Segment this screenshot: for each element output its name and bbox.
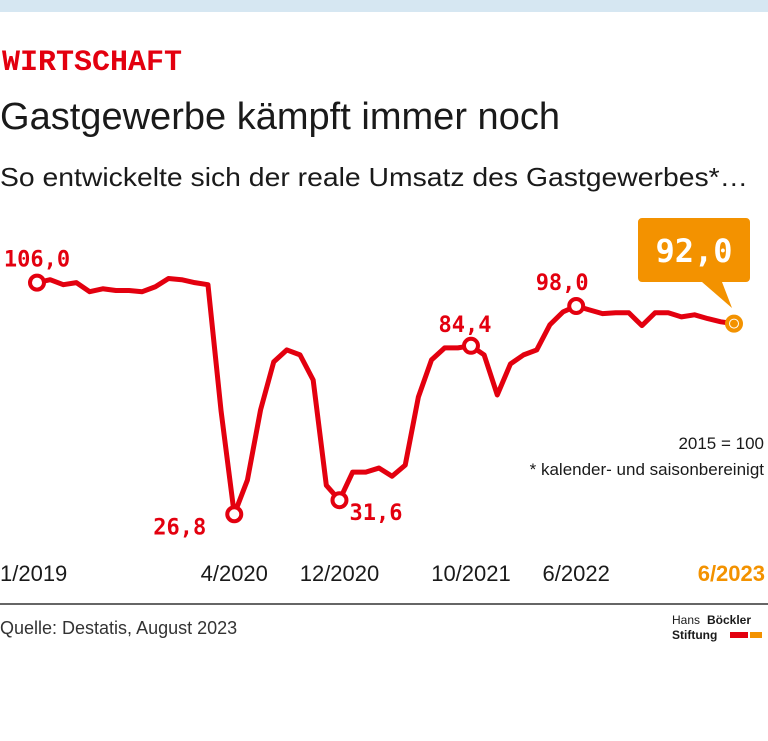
source: Quelle: Destatis, August 2023 [0, 618, 237, 638]
value-label: 84,4 [438, 313, 491, 338]
top-band [0, 0, 768, 12]
value-label: 92,0 [655, 232, 732, 270]
series-line [36, 276, 735, 517]
logo-mark [730, 632, 748, 638]
point [330, 491, 349, 510]
point [461, 336, 480, 355]
chart-title: Gastgewerbe kämpft immer noch [0, 96, 560, 138]
point [28, 273, 46, 292]
x-tick-label: 6/2023 [698, 561, 765, 586]
x-tick-label: 12/2020 [300, 561, 380, 586]
note: * kalender- und saisonbereinigt [530, 460, 765, 479]
callout [638, 218, 750, 308]
note: 2015 = 100 [678, 434, 764, 453]
logo-mark [750, 632, 762, 638]
x-tick-label: 1/2019 [0, 561, 67, 586]
value-label: 106,0 [4, 248, 70, 273]
value-label: 26,8 [153, 515, 206, 540]
logo-text: Hans [672, 613, 700, 627]
kicker: WIRTSCHAFT [2, 46, 182, 80]
logo-text: Stiftung [672, 628, 717, 642]
x-tick-label: 4/2020 [201, 561, 268, 586]
x-tick-label: 6/2022 [543, 561, 610, 586]
point [225, 505, 244, 524]
point-dot [730, 319, 738, 328]
subtitle: So entwickelte sich der reale Umsatz des… [0, 162, 748, 192]
point [567, 297, 586, 316]
logo-text: Böckler [707, 613, 751, 627]
value-label: 98,0 [536, 271, 589, 296]
value-label: 31,6 [349, 501, 402, 526]
x-tick-label: 10/2021 [431, 561, 511, 586]
